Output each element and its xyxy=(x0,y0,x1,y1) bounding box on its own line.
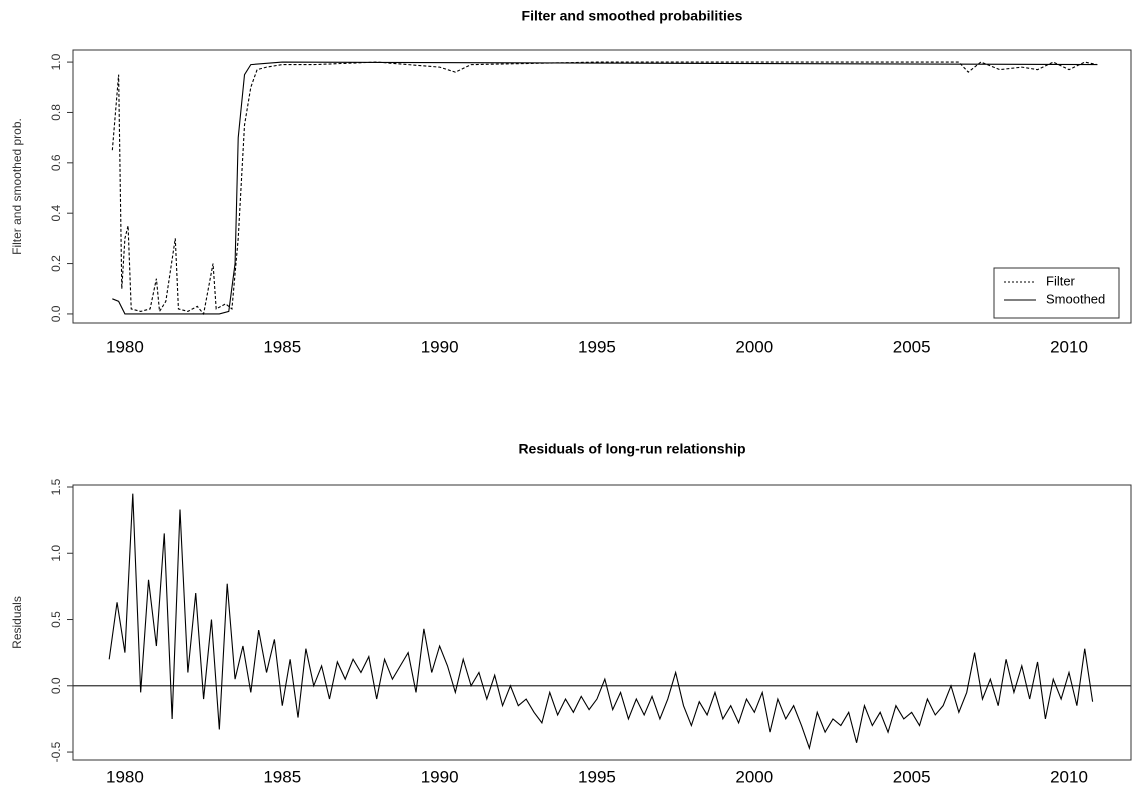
y-tick-label: 0.0 xyxy=(49,305,63,322)
series-line xyxy=(112,61,1098,315)
plot-box xyxy=(72,49,1132,324)
x-tick-label: 1990 xyxy=(421,767,459,786)
x-tick-label: 1985 xyxy=(263,337,301,356)
x-tick-label: 1995 xyxy=(578,337,616,356)
y-tick-label: 0.0 xyxy=(49,677,63,694)
legend-label: Smoothed xyxy=(1046,291,1105,306)
y-tick-label: 0.6 xyxy=(49,154,63,171)
x-tick-label: 2000 xyxy=(735,337,773,356)
y-tick-label: 0.4 xyxy=(49,205,63,222)
series-line xyxy=(108,493,1094,751)
x-tick-label: 1980 xyxy=(106,337,144,356)
y-tick-label: 1.5 xyxy=(49,478,63,495)
y-tick-label: 0.5 xyxy=(49,611,63,628)
chart-title: Residuals of long-run relationship xyxy=(518,441,745,457)
x-tick-label: 2010 xyxy=(1050,767,1088,786)
series-line xyxy=(111,61,1098,316)
y-tick-label: -0.5 xyxy=(49,741,63,762)
y-axis-label: Residuals xyxy=(10,596,24,649)
y-axis-label: Filter and smoothed prob. xyxy=(10,118,24,255)
chart-title: Filter and smoothed probabilities xyxy=(522,8,743,24)
x-tick-label: 2010 xyxy=(1050,337,1088,356)
y-tick-label: 0.2 xyxy=(49,255,63,272)
x-tick-label: 1990 xyxy=(421,337,459,356)
x-tick-label: 1980 xyxy=(106,767,144,786)
legend-box xyxy=(993,267,1120,319)
x-tick-label: 2005 xyxy=(893,767,931,786)
x-tick-label: 1985 xyxy=(263,767,301,786)
y-tick-label: 1.0 xyxy=(49,53,63,70)
y-tick-label: 1.0 xyxy=(49,545,63,562)
plot-box xyxy=(72,484,1132,761)
x-tick-label: 2005 xyxy=(893,337,931,356)
x-tick-label: 2000 xyxy=(735,767,773,786)
legend-label: Filter xyxy=(1046,273,1076,288)
y-tick-label: 0.8 xyxy=(49,104,63,121)
x-tick-label: 1995 xyxy=(578,767,616,786)
